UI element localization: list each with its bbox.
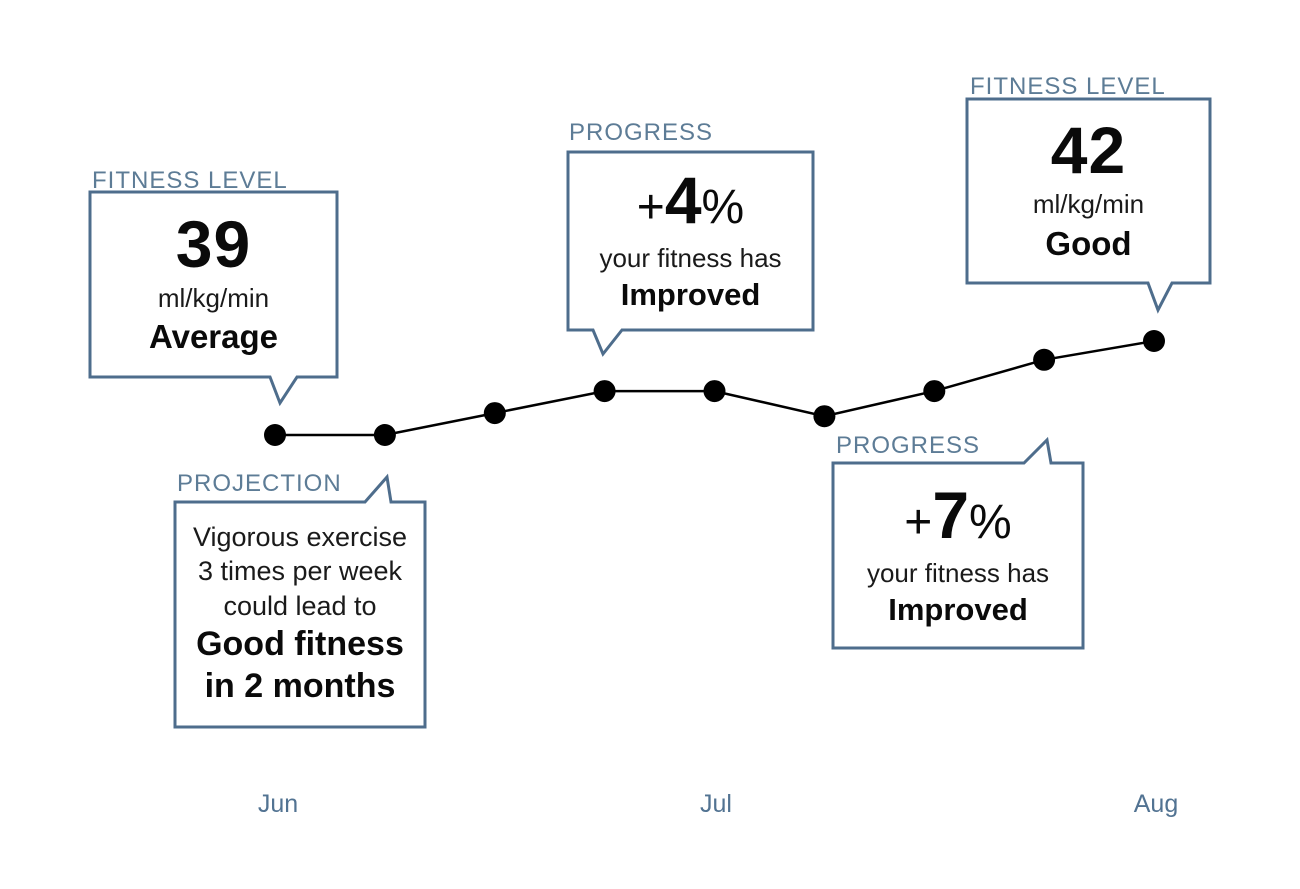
callout-bubble-progress-mid bbox=[566, 150, 815, 357]
callout-label-fitness-start: FITNESS LEVEL bbox=[92, 167, 288, 194]
axis-tick-jun: Jun bbox=[257, 790, 299, 818]
data-point bbox=[1033, 348, 1056, 371]
data-point bbox=[1143, 330, 1165, 352]
data-point bbox=[593, 380, 616, 403]
axis-tick-jul: Jul bbox=[700, 790, 732, 818]
data-point bbox=[703, 380, 726, 403]
callout-label-projection: PROJECTION bbox=[177, 470, 342, 497]
callout-bubble-projection bbox=[173, 473, 427, 729]
callout-bubble-progress-end bbox=[831, 436, 1085, 650]
callout-bubble-fitness-end bbox=[965, 97, 1212, 314]
callout-bubble-fitness-start bbox=[88, 190, 339, 407]
axis-tick-aug: Aug bbox=[1133, 790, 1179, 818]
data-point bbox=[373, 424, 396, 446]
data-point bbox=[813, 405, 836, 428]
callout-bubbles bbox=[88, 97, 1212, 729]
callout-label-fitness-end: FITNESS LEVEL bbox=[970, 73, 1166, 100]
data-point bbox=[264, 424, 286, 446]
callout-label-progress-mid: PROGRESS bbox=[569, 119, 714, 146]
data-point bbox=[923, 380, 946, 403]
data-points bbox=[264, 330, 1165, 446]
callout-label-progress-end: PROGRESS bbox=[836, 432, 981, 459]
data-point bbox=[483, 402, 506, 425]
